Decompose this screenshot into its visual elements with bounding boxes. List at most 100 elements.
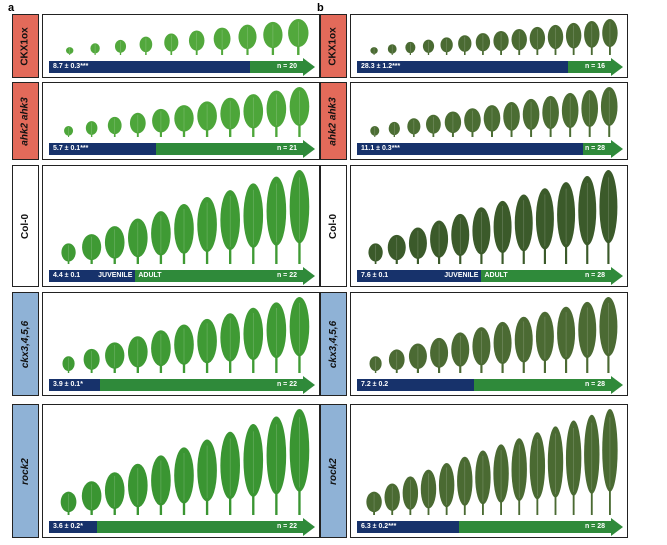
phase-arrow: 28.3 ± 1.2*** n = 16	[357, 58, 623, 76]
leaf	[370, 47, 378, 55]
leaf	[458, 35, 472, 55]
leaf-series	[370, 87, 618, 137]
leaf	[174, 204, 194, 264]
sample-size: n = 28	[584, 381, 605, 388]
leaf	[288, 19, 309, 55]
panel-b-letter: b	[317, 2, 324, 14]
leaf	[547, 426, 564, 515]
genotype-label-ahk2-ahk3: ahk2 ahk3	[12, 82, 39, 160]
genotype-label-ckx3-4-5-6: ckx3,4,5,6	[320, 292, 347, 396]
leaf	[602, 409, 618, 515]
leaf	[104, 226, 125, 264]
genotype-label-ckx3-4-5-6: ckx3,4,5,6	[12, 292, 39, 396]
adult-bar	[97, 521, 303, 533]
leaf	[388, 121, 400, 137]
juvenile-bar	[357, 379, 474, 391]
leaf-series-box-ckx3-4-5-6: 3.9 ± 0.1* n = 22	[42, 292, 320, 396]
leaf	[164, 33, 179, 55]
sample-size: n = 16	[584, 63, 605, 70]
phase-arrow: 3.9 ± 0.1* n = 22	[49, 376, 315, 394]
leaf	[197, 197, 217, 264]
leaf-series	[66, 19, 309, 55]
leaf-series-box-col-0: 7.6 ± 0.1 n = 28 JUVENILE ADULT	[350, 165, 628, 287]
leaf-series-box-col-0: 4.4 ± 0.1 n = 22 JUVENILE ADULT	[42, 165, 320, 287]
arrow-head	[611, 376, 623, 394]
arrow-head	[303, 267, 315, 285]
phase-arrow: 7.6 ± 0.1 n = 28 JUVENILE ADULT	[357, 267, 623, 285]
leaf	[61, 243, 76, 264]
juvenile-label: JUVENILE	[444, 272, 479, 279]
leaf	[151, 211, 171, 264]
juvenile-leaf-count: 8.7 ± 0.3***	[53, 63, 89, 70]
leaf	[535, 188, 554, 264]
leaf	[197, 101, 217, 137]
leaf	[384, 483, 400, 515]
juvenile-label: JUVENILE	[98, 272, 133, 279]
arrow-head	[611, 267, 623, 285]
leaf	[493, 321, 512, 373]
adult-bar	[99, 379, 303, 391]
leaf	[105, 342, 125, 373]
sample-size: n = 22	[276, 272, 297, 279]
leaf	[128, 218, 148, 264]
juvenile-bar	[357, 270, 482, 282]
leaf	[197, 318, 217, 373]
genotype-label-col-0: Col-0	[320, 165, 347, 287]
leaf	[578, 176, 597, 264]
leaf	[129, 112, 146, 137]
panel-a-letter: a	[8, 2, 15, 14]
arrow-head	[611, 58, 623, 76]
leaf-series	[62, 297, 310, 373]
leaf	[388, 349, 405, 373]
leaf	[493, 30, 509, 55]
adult-bar	[567, 61, 611, 73]
leaf	[266, 416, 287, 515]
leaf	[493, 444, 509, 515]
genotype-name: rock2	[328, 457, 339, 485]
adult-bar	[458, 521, 611, 533]
leaf	[213, 27, 231, 55]
leaf	[152, 108, 170, 137]
leaf	[220, 313, 240, 373]
leaf	[263, 21, 283, 55]
sample-size: n = 28	[584, 145, 605, 152]
juvenile-leaf-count: 7.6 ± 0.1	[361, 272, 389, 279]
leaf	[451, 213, 470, 264]
leaf	[565, 420, 582, 515]
leaf	[197, 439, 217, 515]
leaf	[366, 491, 382, 515]
leaf	[514, 316, 533, 373]
sample-size: n = 20	[276, 63, 297, 70]
leaf-series	[366, 409, 618, 515]
leaf	[220, 97, 240, 137]
leaf	[408, 343, 427, 373]
leaf	[557, 182, 576, 264]
sample-size: n = 28	[584, 272, 605, 279]
leaf	[440, 37, 453, 55]
genotype-name: CKX1ox	[20, 26, 32, 66]
leaf	[529, 26, 546, 55]
leaf	[128, 336, 148, 373]
leaf	[151, 455, 171, 515]
leaf-series-box-ckx1ox: 8.7 ± 0.3*** n = 20	[42, 14, 320, 78]
leaf	[561, 92, 579, 137]
phase-arrow: 8.7 ± 0.3*** n = 20	[49, 58, 315, 76]
leaf	[430, 220, 449, 264]
leaf	[503, 101, 520, 137]
leaf	[243, 307, 264, 373]
leaf	[430, 337, 449, 373]
leaf	[565, 22, 582, 55]
leaf-series	[370, 19, 618, 55]
leaf	[243, 94, 264, 137]
arrow-head	[303, 518, 315, 536]
phase-arrow: 3.6 ± 0.2* n = 22	[49, 518, 315, 536]
leaf-series-box-ahk2-ahk3: 5.7 ± 0.1*** n = 21	[42, 82, 320, 160]
arrow-head	[303, 140, 315, 158]
leaf	[174, 447, 194, 515]
leaf	[578, 301, 597, 373]
leaf	[599, 170, 618, 264]
juvenile-bar	[49, 61, 250, 73]
juvenile-leaf-count: 3.6 ± 0.2*	[53, 523, 83, 530]
leaf	[475, 450, 491, 515]
phase-arrow: 4.4 ± 0.1 n = 22 JUVENILE ADULT	[49, 267, 315, 285]
